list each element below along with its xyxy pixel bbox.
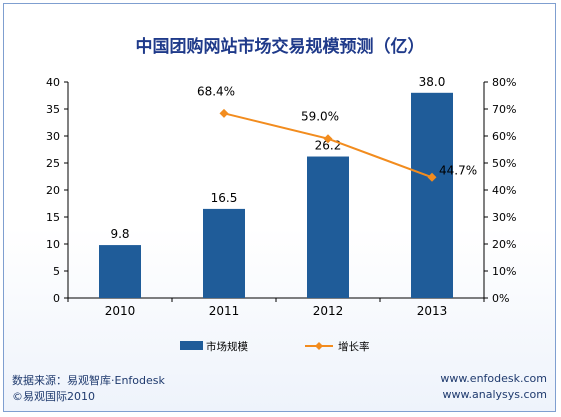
bar-2012 [307,156,349,298]
y-tick-right-label: 0% [492,292,509,305]
growth-rate-label: 68.4% [197,84,235,98]
growth-rate-label: 59.0% [301,110,339,124]
bar-value-label: 9.8 [110,227,129,241]
legend-bar-swatch [180,341,203,350]
growth-rate-point [323,134,333,144]
footer-url-enfodesk[interactable]: www.enfodesk.com [440,372,547,385]
y-tick-left-label: 40 [46,76,60,89]
y-tick-left-label: 5 [53,265,60,278]
growth-rate-label: 44.7% [439,163,477,177]
x-tick-label: 2011 [209,304,240,318]
x-tick-label: 2013 [417,304,448,318]
y-tick-right-label: 70% [492,103,516,116]
y-tick-right-label: 10% [492,265,516,278]
legend-bar-label: 市场规模 [206,340,248,353]
y-tick-left-label: 25 [46,157,60,170]
legend-line-label: 增长率 [338,340,370,353]
y-tick-right-label: 40% [492,184,516,197]
y-tick-left-label: 30 [46,130,60,143]
footer-url-analysys[interactable]: www.analysys.com [442,388,547,401]
growth-rate-point [427,172,437,182]
y-tick-right-label: 30% [492,211,516,224]
source-note: 数据来源：易观智库·Enfodesk [12,374,165,387]
chart-title: 中国团购网站市场交易规模预测（亿） [136,36,425,57]
bar-value-label: 38.0 [419,75,446,89]
y-tick-left-label: 20 [46,184,60,197]
y-tick-left-label: 15 [46,211,60,224]
copyright-note: ©易观国际2010 [12,390,95,403]
chart-frame [3,3,556,412]
x-tick-label: 2012 [313,304,344,318]
bar-2013 [411,92,453,298]
y-tick-right-label: 50% [492,157,516,170]
legend-line-marker [315,342,323,350]
y-tick-left-label: 0 [53,292,60,305]
x-tick-label: 2010 [105,304,136,318]
y-tick-right-label: 20% [492,238,516,251]
bar-value-label: 16.5 [211,191,238,205]
y-tick-right-label: 60% [492,130,516,143]
bar-2011 [203,208,245,298]
y-tick-right-label: 80% [492,76,516,89]
y-tick-left-label: 35 [46,103,60,116]
bar-2010 [99,245,141,298]
growth-rate-point [219,108,229,118]
y-tick-left-label: 10 [46,238,60,251]
